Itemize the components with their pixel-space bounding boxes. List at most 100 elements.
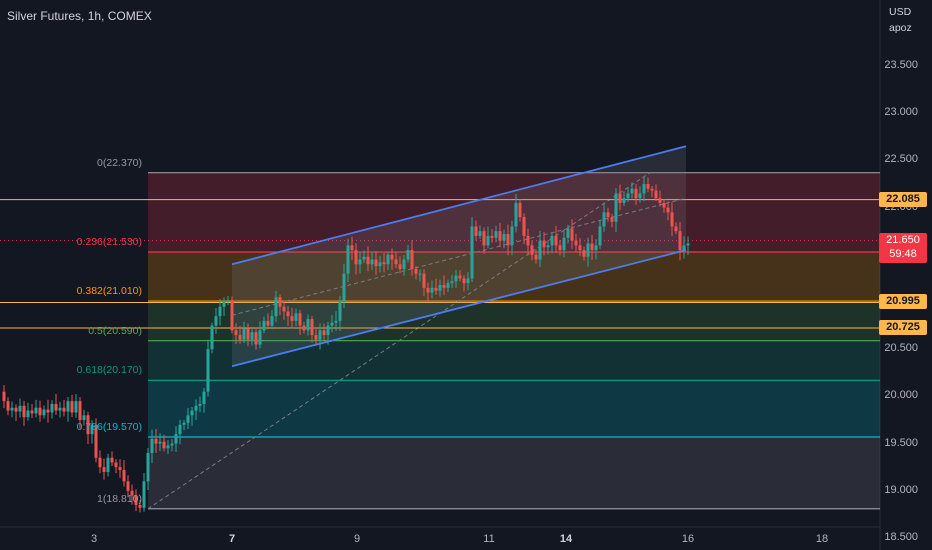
candle-body [226,300,230,302]
scale-label[interactable]: apoz [889,22,912,34]
candle-body [186,415,190,423]
candle-body [78,401,82,420]
candle-body [46,409,50,413]
candle-body [594,245,598,251]
price-badge: 20.725 [879,319,927,335]
candle-body [66,401,70,412]
candle-body [498,231,502,241]
candle-body [14,407,18,412]
candle-body [250,332,254,340]
candle-body [242,328,246,340]
price-tick-label: 18.500 [884,531,918,543]
candle-body [2,391,6,402]
candle-body [590,243,594,251]
candle-body [174,434,178,444]
candle-body [634,188,638,199]
candle-body [254,332,258,345]
candle-body [286,311,290,317]
candle-body [414,268,418,274]
candle-body [626,193,630,199]
time-tick-label: 7 [228,533,236,545]
candle-body [26,410,30,418]
fib-level-label: 0.5(20.590) [88,324,142,337]
current-price-badge: 21.650 59:48 [879,232,927,263]
candle-body [374,259,378,267]
candle-body [454,275,458,282]
candle-body [470,226,474,279]
candle-body [654,190,658,199]
candle-body [106,457,110,472]
candle-body [682,245,686,251]
candle-body [90,424,94,435]
candle-body [406,250,410,260]
candle-body [70,401,74,413]
candle-body [494,231,498,238]
candle-body [22,405,26,418]
candle-body [122,470,126,482]
candle-body [382,262,386,265]
fib-zone [148,172,880,252]
candle-body [342,273,346,302]
candle-body [290,316,294,321]
candle-body [598,226,602,246]
fib-level-label: 0.236(21.530) [76,235,142,248]
candle-body [402,259,406,269]
candle-body [574,240,578,246]
candle-body [442,285,446,288]
candle-body [142,481,146,508]
candle-body [438,285,442,291]
candle-body [542,240,546,248]
candle-body [566,228,570,238]
candle-body [278,297,282,307]
candle-body [410,250,414,269]
candle-body [314,335,318,340]
candle-body [194,405,198,411]
candle-body [246,328,250,340]
currency-label[interactable]: USD [889,6,912,18]
candle-body [134,495,138,505]
candle-body [646,184,650,189]
candle-body [270,316,274,326]
fib-level-label: 1(18.810) [97,492,142,505]
price-tick-label: 20.500 [884,342,918,355]
candle-body [522,217,526,236]
candle-body [154,438,158,444]
fib-zone [148,380,880,437]
candle-body [50,403,54,413]
time-tick-label: 16 [681,533,695,545]
candle-body [178,424,182,435]
candle-body [274,297,278,317]
candle-body [398,264,402,269]
time-tick-label: 9 [353,533,361,545]
time-tick-label: 14 [559,533,573,545]
candle-body [202,391,206,404]
candle-body [618,193,622,203]
price-badge: 22.085 [879,191,927,207]
fib-level-label: 0(22.370) [97,156,142,169]
candle-body [74,401,78,413]
candle-body [506,234,510,246]
candle-body [526,235,530,246]
fib-zone [148,251,880,302]
candle-body [578,245,582,251]
candle-body [158,441,162,444]
fib-zone [148,436,880,509]
candle-body [614,193,618,222]
candle-body [258,330,262,345]
candle-body [102,467,106,472]
price-tick-label: 20.000 [884,389,918,402]
candle-body [86,415,90,435]
symbol-title[interactable]: Silver Futures, 1h, COMEX [7,9,152,23]
candle-body [602,212,606,227]
candle-body [130,490,134,496]
fib-level-label: 0.618(20.170) [76,364,142,377]
candle-body [466,278,470,284]
candle-body [446,283,450,288]
candle-body [138,504,142,508]
candle-body [642,184,646,194]
candle-body [294,313,298,321]
candle-body [338,302,342,321]
candle-body [110,457,114,463]
candle-body [546,245,550,248]
